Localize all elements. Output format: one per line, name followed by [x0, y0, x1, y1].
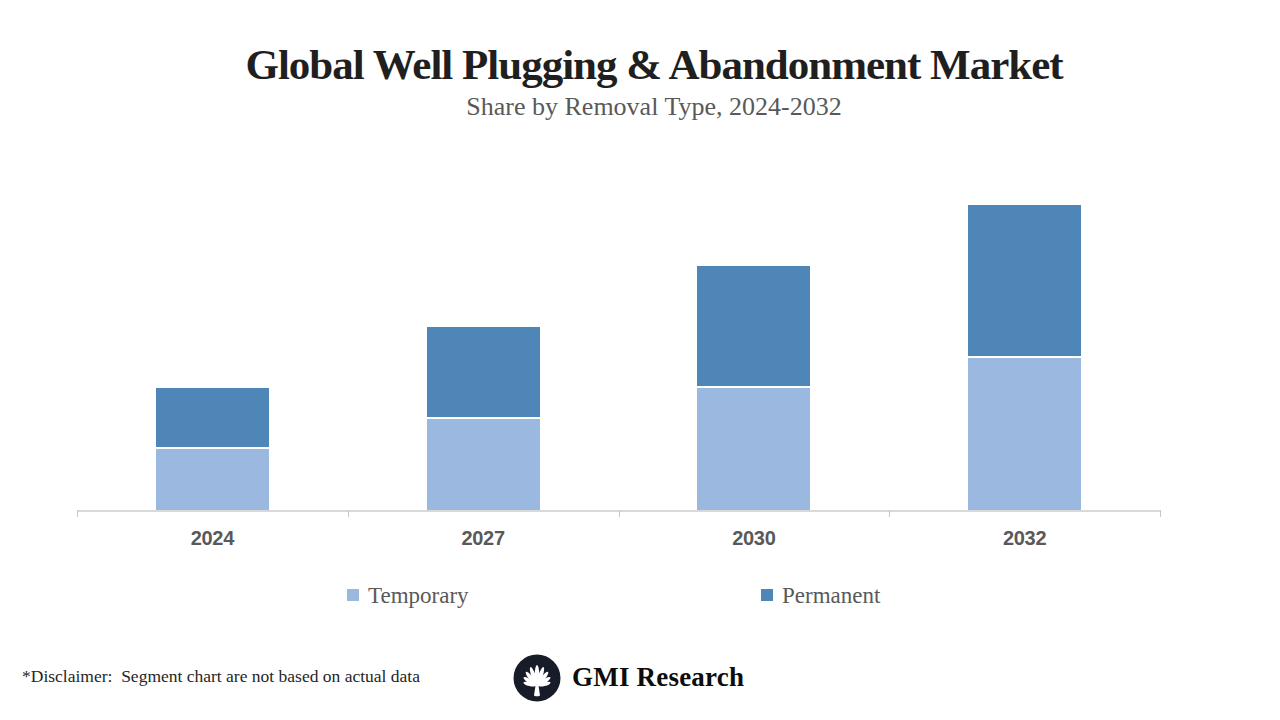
bar-segment-temporary-2024: [156, 449, 269, 510]
legend-label-permanent: Permanent: [782, 584, 880, 607]
x-axis-tick: [348, 510, 349, 517]
x-axis-tick: [889, 510, 890, 517]
category-label-2027: 2027: [348, 527, 619, 550]
disclaimer-text: *Disclaimer: Segment chart are not based…: [22, 666, 420, 687]
x-axis-tick: [77, 510, 78, 517]
bar-segment-temporary-2027: [427, 419, 540, 511]
x-axis-tick: [619, 510, 620, 517]
bar-segment-permanent-2024: [156, 388, 269, 449]
category-label-2032: 2032: [889, 527, 1160, 550]
bar-segment-permanent-2030: [697, 266, 810, 388]
legend-item-permanent: Permanent: [761, 583, 880, 607]
fan-palmette-icon: [512, 653, 562, 703]
legend-item-temporary: Temporary: [347, 583, 469, 607]
bar-segment-temporary-2032: [968, 358, 1081, 511]
x-axis-tick: [1160, 510, 1161, 517]
stacked-bar-chart: 2024202720302032: [0, 0, 1280, 720]
legend-label-temporary: Temporary: [368, 584, 469, 607]
category-label-2030: 2030: [619, 527, 890, 550]
permanent-swatch-icon: [761, 589, 773, 601]
bar-segment-permanent-2027: [427, 327, 540, 419]
brand-name: GMI Research: [572, 662, 744, 693]
category-label-2024: 2024: [77, 527, 348, 550]
bar-segment-permanent-2032: [968, 205, 1081, 358]
temporary-swatch-icon: [347, 589, 359, 601]
slide-canvas: Global Well Plugging & Abandonment Marke…: [0, 0, 1280, 720]
bar-segment-temporary-2030: [697, 388, 810, 510]
